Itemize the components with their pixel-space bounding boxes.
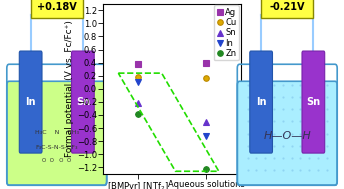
FancyBboxPatch shape (261, 0, 313, 18)
Legend: Ag, Cu, Sn, In, Zn: Ag, Cu, Sn, In, Zn (214, 5, 239, 60)
FancyBboxPatch shape (7, 81, 107, 185)
Text: In: In (25, 97, 36, 107)
Y-axis label: Formal potential (V vs. Fc/Fc⁺): Formal potential (V vs. Fc/Fc⁺) (65, 20, 74, 157)
Text: -0.21V: -0.21V (269, 2, 305, 12)
Text: O  O   O  O: O O O O (42, 158, 72, 163)
Text: In: In (256, 97, 266, 107)
Text: Sn: Sn (76, 97, 90, 107)
FancyBboxPatch shape (72, 51, 94, 153)
Text: F₃C-S-N-S-CF₃: F₃C-S-N-S-CF₃ (35, 145, 78, 150)
Text: H₃C    N    CH₃: H₃C N CH₃ (35, 130, 79, 135)
FancyBboxPatch shape (250, 51, 272, 153)
Text: H—O—H: H—O—H (264, 131, 311, 141)
Text: +0.18V: +0.18V (37, 2, 77, 12)
FancyBboxPatch shape (31, 0, 83, 18)
FancyBboxPatch shape (302, 51, 325, 153)
FancyBboxPatch shape (237, 81, 337, 185)
Text: Sn: Sn (306, 97, 320, 107)
FancyBboxPatch shape (19, 51, 42, 153)
